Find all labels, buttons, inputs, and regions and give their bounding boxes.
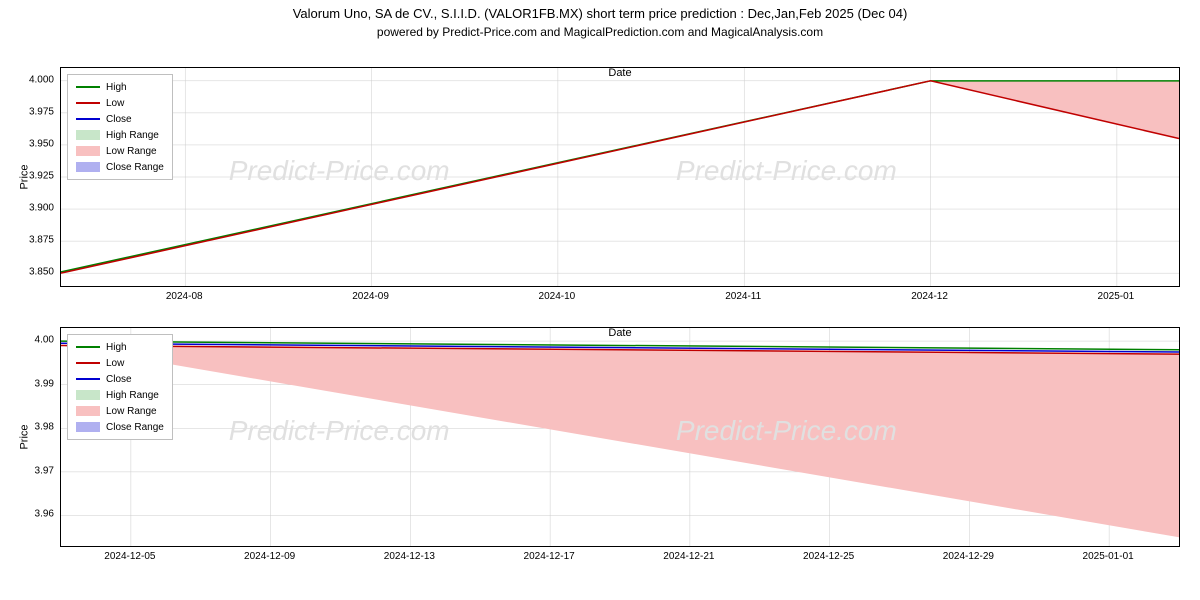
legend-item: Close xyxy=(76,371,164,387)
legend-label: High xyxy=(106,342,127,353)
x-tick-label: 2024-12-21 xyxy=(663,551,714,562)
legend-top: High Low Close High Range Low Range Close Ran… xyxy=(67,74,173,180)
legend-item: High xyxy=(76,339,164,355)
legend-bottom: High Low Close High Range Low Range Close Ran… xyxy=(67,334,173,440)
y-tick-label: 3.96 xyxy=(35,509,54,520)
y-tick-label: 3.98 xyxy=(35,422,54,433)
legend-swatch xyxy=(76,146,100,156)
x-tick-label: 2024-10 xyxy=(539,291,576,302)
x-tick-label: 2024-08 xyxy=(166,291,203,302)
legend-label: High Range xyxy=(106,130,159,141)
x-tick-label: 2024-12-09 xyxy=(244,551,295,562)
legend-item: Close xyxy=(76,111,164,127)
legend-item: Low Range xyxy=(76,403,164,419)
x-tick-label: 2025-01 xyxy=(1098,291,1135,302)
y-tick-label: 3.950 xyxy=(29,138,54,149)
legend-item: High Range xyxy=(76,127,164,143)
x-tick-label: 2025-01-01 xyxy=(1083,551,1134,562)
plot-area-bottom: High Low Close High Range Low Range Close Ran… xyxy=(60,327,1180,547)
x-tick-label: 2024-12-05 xyxy=(104,551,155,562)
legend-swatch xyxy=(76,130,100,140)
y-tick-label: 3.97 xyxy=(35,465,54,476)
legend-swatch xyxy=(76,362,100,364)
y-tick-label: 3.875 xyxy=(29,235,54,246)
legend-swatch xyxy=(76,118,100,120)
legend-label: Low xyxy=(106,98,124,109)
legend-item: High Range xyxy=(76,387,164,403)
chart-subtitle: powered by Predict-Price.com and Magical… xyxy=(0,21,1200,45)
legend-label: Close Range xyxy=(106,162,164,173)
legend-label: Close xyxy=(106,114,132,125)
y-tick-label: 3.925 xyxy=(29,171,54,182)
y-tick-label: 3.850 xyxy=(29,267,54,278)
legend-label: Low Range xyxy=(106,146,157,157)
legend-swatch xyxy=(76,422,100,432)
chart-top: Price HighLowCloseHigh RangeLow RangeClo… xyxy=(60,67,1180,287)
y-tick-label: 3.900 xyxy=(29,203,54,214)
legend-swatch xyxy=(76,390,100,400)
legend-label: Low Range xyxy=(106,406,157,417)
legend-swatch xyxy=(76,406,100,416)
x-tick-label: 2024-12-29 xyxy=(943,551,994,562)
x-tick-label: 2024-09 xyxy=(352,291,389,302)
x-tick-label: 2024-12-13 xyxy=(384,551,435,562)
y-tick-label: 4.00 xyxy=(35,335,54,346)
legend-label: High xyxy=(106,82,127,93)
x-tick-label: 2024-12 xyxy=(911,291,948,302)
legend-swatch xyxy=(76,162,100,172)
legend-swatch xyxy=(76,86,100,88)
legend-label: Close xyxy=(106,374,132,385)
legend-item: Close Range xyxy=(76,419,164,435)
legend-label: Close Range xyxy=(106,422,164,433)
x-tick-label: 2024-12-17 xyxy=(524,551,575,562)
legend-item: Low Range xyxy=(76,143,164,159)
y-axis-label: Price xyxy=(19,424,31,449)
legend-item: Low xyxy=(76,355,164,371)
legend-label: High Range xyxy=(106,390,159,401)
y-tick-label: 3.975 xyxy=(29,106,54,117)
chart-title: Valorum Uno, SA de CV., S.I.I.D. (VALOR1… xyxy=(0,0,1200,21)
x-tick-label: 2024-12-25 xyxy=(803,551,854,562)
y-tick-label: 4.000 xyxy=(29,74,54,85)
legend-item: Low xyxy=(76,95,164,111)
plot-area-top: High Low Close High Range Low Range Close Ran… xyxy=(60,67,1180,287)
legend-item: High xyxy=(76,79,164,95)
legend-swatch xyxy=(76,102,100,104)
legend-label: Low xyxy=(106,358,124,369)
legend-item: Close Range xyxy=(76,159,164,175)
chart-bottom: Price HighLowCloseHigh RangeLow RangeClo… xyxy=(60,327,1180,547)
x-tick-label: 2024-11 xyxy=(725,291,761,302)
legend-swatch xyxy=(76,378,100,380)
y-tick-label: 3.99 xyxy=(35,378,54,389)
legend-swatch xyxy=(76,346,100,348)
